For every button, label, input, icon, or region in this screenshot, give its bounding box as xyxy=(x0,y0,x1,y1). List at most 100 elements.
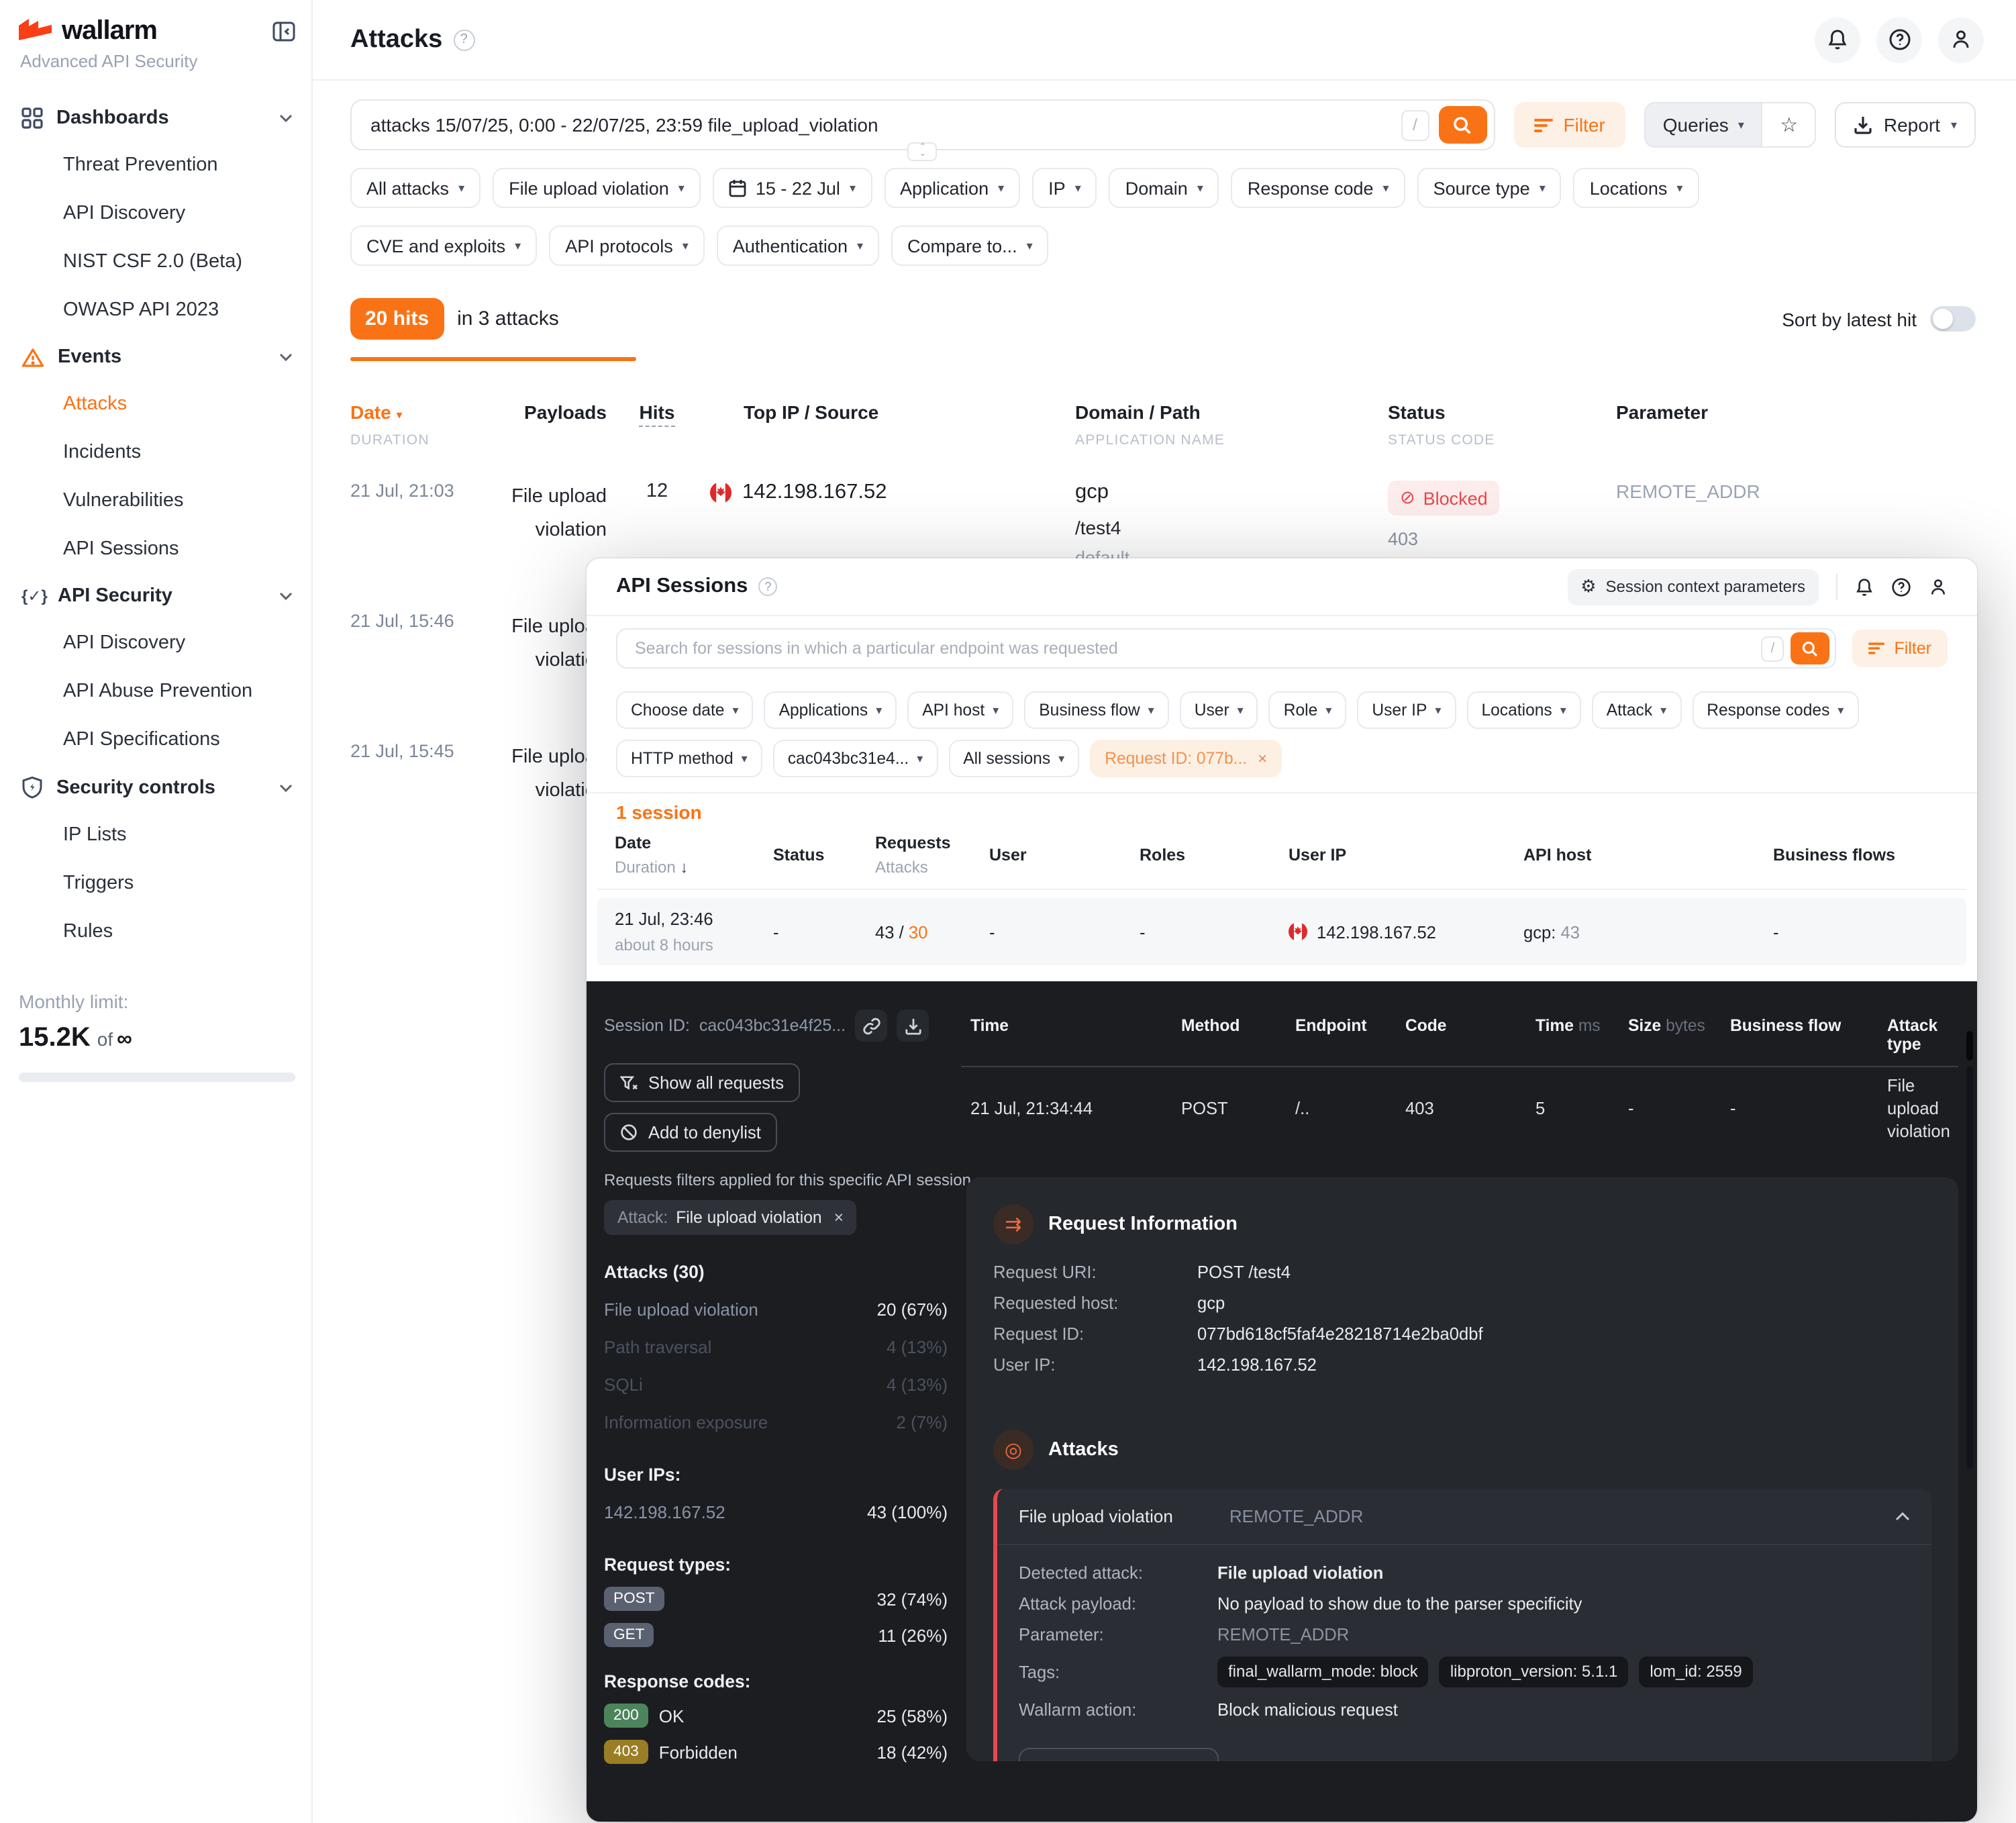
search-button[interactable] xyxy=(1438,106,1487,144)
filter-button[interactable]: Filter xyxy=(1513,102,1625,148)
attack-row-1[interactable]: 21 Jul, 21:03 File upload violation 12 1… xyxy=(350,481,2016,579)
chip-user-ip[interactable]: User IP ▾ xyxy=(1357,691,1456,729)
queries-button[interactable]: Queries ▾ ☆ xyxy=(1644,102,1817,148)
chevron-down-icon: ▾ xyxy=(1074,181,1081,194)
applied-attack-filter-chip[interactable]: Attack: File upload violation × xyxy=(604,1200,857,1235)
close-icon[interactable]: × xyxy=(1258,749,1268,768)
chip-domain[interactable]: Domain ▾ xyxy=(1109,168,1219,208)
stat-row[interactable]: Information exposure 2 (7%) xyxy=(604,1412,948,1432)
tab-hits[interactable]: 20 hits xyxy=(350,298,444,340)
attacks-stats-title: Attacks (30) xyxy=(604,1262,705,1282)
chevron-down-icon: ▾ xyxy=(1435,703,1442,716)
chip-response-codes[interactable]: Response codes ▾ xyxy=(1692,691,1859,729)
help-circle-icon[interactable] xyxy=(1891,577,1911,597)
sidebar-item-rules[interactable]: Rules xyxy=(63,921,113,942)
chip-http-method[interactable]: HTTP method ▾ xyxy=(616,740,762,777)
chip-request-id[interactable]: Request ID: 077b... × xyxy=(1090,740,1282,777)
sidebar-item-triggers[interactable]: Triggers xyxy=(63,873,134,894)
help-badge-icon[interactable]: ? xyxy=(453,29,475,50)
chip-attack-type[interactable]: File upload violation ▾ xyxy=(493,168,701,208)
chip-authentication[interactable]: Authentication ▾ xyxy=(716,226,880,266)
stat-row[interactable]: File upload violation 20 (67%) xyxy=(604,1299,948,1320)
chip-locations[interactable]: Locations ▾ xyxy=(1573,168,1699,208)
report-button[interactable]: Report ▾ xyxy=(1835,102,1976,148)
chip-ip[interactable]: IP ▾ xyxy=(1032,168,1097,208)
user-profile-icon[interactable] xyxy=(1938,17,1984,62)
tab-attacks-count[interactable]: in 3 attacks xyxy=(457,307,559,330)
star-icon[interactable]: ☆ xyxy=(1761,103,1815,146)
sidebar-item-api-specifications[interactable]: API Specifications xyxy=(63,729,220,750)
search-input[interactable] xyxy=(370,114,1401,136)
attack-card-header[interactable]: File upload violation REMOTE_ADDR xyxy=(997,1489,1931,1545)
col-api-host: API host xyxy=(1523,846,1592,865)
show-all-requests-button[interactable]: Show all requests xyxy=(604,1063,801,1102)
chip-role[interactable]: Role ▾ xyxy=(1268,691,1347,729)
sidebar-item-api-discovery-2[interactable]: API Discovery xyxy=(63,632,186,654)
chip-response-code[interactable]: Response code ▾ xyxy=(1231,168,1405,208)
request-row[interactable]: 21 Jul, 21:34:44 POST /.. 403 5 - - File… xyxy=(961,1067,1958,1142)
chip-applications[interactable]: Applications ▾ xyxy=(764,691,897,729)
sidebar-item-owasp-api[interactable]: OWASP API 2023 xyxy=(63,299,219,321)
chip-source-type[interactable]: Source type ▾ xyxy=(1417,168,1562,208)
col-date[interactable]: Date ▾ xyxy=(350,401,403,423)
stat-row[interactable]: SQLi 4 (13%) xyxy=(604,1375,948,1395)
chip-choose-date[interactable]: Choose date ▾ xyxy=(616,691,754,729)
help-badge-icon[interactable]: ? xyxy=(758,577,778,596)
close-icon[interactable]: × xyxy=(834,1208,844,1227)
chip-all-sessions[interactable]: All sessions ▾ xyxy=(948,740,1080,777)
add-to-denylist-button[interactable]: Add to denylist xyxy=(604,1113,777,1152)
session-row[interactable]: 21 Jul, 23:46 about 8 hours - 43 / 30 - … xyxy=(597,898,1966,965)
sidebar-item-security-controls[interactable]: Security controls xyxy=(19,764,295,811)
scrollbar-thumb[interactable] xyxy=(1966,1031,1973,1061)
copy-link-icon[interactable] xyxy=(855,1009,888,1042)
sidebar-item-api-security[interactable]: {✓} API Security xyxy=(19,573,295,619)
sidebar-item-events[interactable]: Events xyxy=(19,334,295,380)
chevron-up-icon[interactable] xyxy=(1895,1512,1910,1521)
sidebar-item-ip-lists[interactable]: IP Lists xyxy=(63,824,127,846)
user-ip-row[interactable]: 142.198.167.52 43 (100%) xyxy=(604,1502,948,1522)
sort-toggle[interactable] xyxy=(1930,306,1976,332)
request-information-header: ⇉ Request Information xyxy=(993,1204,1931,1244)
chip-user[interactable]: User ▾ xyxy=(1179,691,1258,729)
session-context-parameters-button[interactable]: ⚙ Session context parameters xyxy=(1567,569,1819,605)
chevron-down-icon: ▾ xyxy=(1058,751,1065,765)
scrollbar-track[interactable] xyxy=(1966,1066,1973,1469)
modal-filter-button[interactable]: Filter xyxy=(1852,630,1948,667)
explore-in-attacks-button[interactable]: Explore in Attacks xyxy=(1019,1748,1219,1761)
sidebar-collapse-icon[interactable] xyxy=(272,21,295,42)
chip-api-host[interactable]: API host ▾ xyxy=(907,691,1014,729)
user-profile-icon[interactable] xyxy=(1929,577,1948,597)
stat-row[interactable]: Path traversal 4 (13%) xyxy=(604,1337,948,1357)
chip-application[interactable]: Application ▾ xyxy=(884,168,1021,208)
sidebar-item-incidents[interactable]: Incidents xyxy=(63,442,142,463)
chip-compare-to[interactable]: Compare to... ▾ xyxy=(891,226,1049,266)
chip-attack[interactable]: Attack ▾ xyxy=(1591,691,1682,729)
sidebar-item-vulnerabilities[interactable]: Vulnerabilities xyxy=(63,490,184,511)
chip-locations[interactable]: Locations ▾ xyxy=(1466,691,1581,729)
col-hits[interactable]: Hits xyxy=(607,401,707,427)
chip-api-protocols[interactable]: API protocols ▾ xyxy=(549,226,705,266)
chip-date-range[interactable]: 15 - 22 Jul ▾ xyxy=(712,168,872,208)
chip-all-attacks[interactable]: All attacks ▾ xyxy=(350,168,481,208)
col-date[interactable]: Date xyxy=(615,834,652,852)
search-resize-handle[interactable]: ⌃ ⌄ xyxy=(907,142,938,161)
modal-search-button[interactable] xyxy=(1791,632,1830,664)
download-icon[interactable] xyxy=(897,1009,929,1042)
sidebar-item-attacks[interactable]: Attacks xyxy=(63,393,128,415)
response-code-row: 200 OK 25 (58%) xyxy=(604,1704,948,1728)
sidebar-item-threat-prevention[interactable]: Threat Prevention xyxy=(63,154,218,176)
sidebar-item-api-sessions[interactable]: API Sessions xyxy=(63,538,179,560)
sidebar-item-api-abuse-prevention[interactable]: API Abuse Prevention xyxy=(63,681,253,702)
notifications-bell-icon[interactable] xyxy=(1815,17,1860,62)
notifications-bell-icon[interactable] xyxy=(1855,577,1874,597)
help-circle-icon[interactable] xyxy=(1876,17,1922,62)
sidebar-item-api-discovery[interactable]: API Discovery xyxy=(63,203,186,224)
sidebar-item-dashboards[interactable]: Dashboards xyxy=(19,95,295,141)
chevron-down-icon: ▾ xyxy=(515,238,521,252)
sidebar-item-nist-csf[interactable]: NIST CSF 2.0 (Beta) xyxy=(63,251,242,273)
chip-cve-exploits[interactable]: CVE and exploits ▾ xyxy=(350,226,538,266)
chip-business-flow[interactable]: Business flow ▾ xyxy=(1024,691,1169,729)
modal-search-input[interactable] xyxy=(635,639,1762,658)
chip-session-id[interactable]: cac043bc31e4... ▾ xyxy=(772,740,938,777)
